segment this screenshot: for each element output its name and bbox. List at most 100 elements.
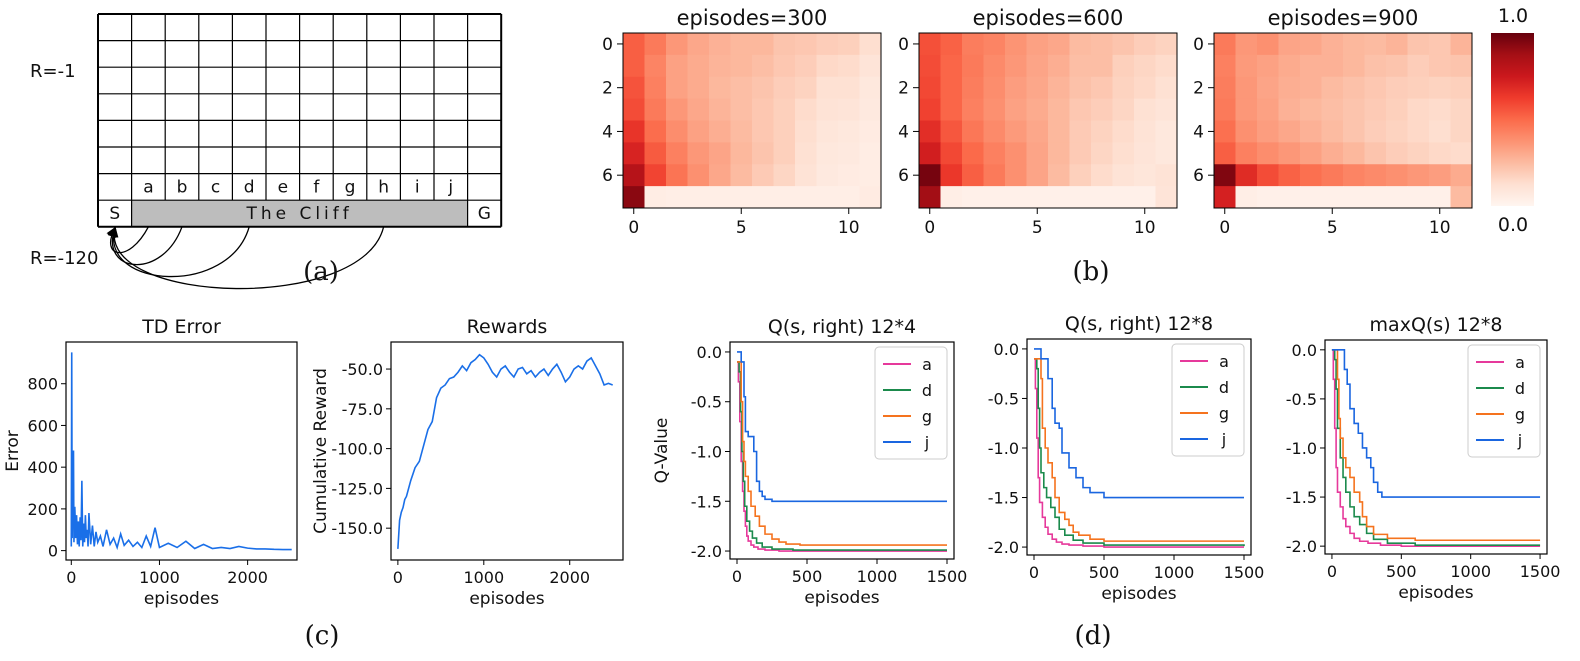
heatmap-cell (1364, 164, 1387, 187)
heatmap-cell (795, 186, 817, 209)
series-line-j (1034, 348, 1244, 499)
heatmap-cell (1134, 98, 1156, 121)
line-chart-2: Rewards 0 1000 2000 -50.0 -75.0 -100.0 -125.0 -1… (311, 316, 624, 609)
chart-title: maxQ(s) 12*8 (1370, 314, 1503, 336)
heatmap-cell (1386, 98, 1408, 121)
heatmap-cell (687, 186, 710, 209)
heatmap-cell (1155, 76, 1178, 100)
heatmap-cell (752, 98, 774, 121)
heatmap-cell (1214, 120, 1236, 143)
heatmap-cell (859, 164, 882, 187)
heatmap-cell (940, 98, 963, 121)
heatmap-cell (709, 76, 731, 100)
heatmap-cell (1386, 142, 1408, 165)
y-tick-label: -2.0 (691, 542, 722, 561)
plot-frame (65, 341, 298, 561)
heatmap-cell (1278, 164, 1301, 187)
y-tick-label: 0 (48, 542, 58, 561)
y-tick-label: -0.5 (1286, 390, 1317, 409)
heatmap-cell (1321, 76, 1344, 100)
heatmap-cell (709, 186, 731, 209)
heatmap-cell (1300, 54, 1322, 78)
y-tick-label: -2.0 (988, 538, 1019, 557)
heatmap-cell (838, 98, 860, 121)
heatmap-cell (983, 164, 1006, 187)
heatmap-cell (1386, 164, 1408, 187)
heatmap-cell (795, 76, 817, 100)
x-tick-label: 1000 (1154, 563, 1195, 582)
y-tick-label: 400 (27, 458, 58, 477)
heatmap-cell (1005, 54, 1027, 78)
heatmap-cell (1134, 164, 1156, 187)
y-tick-label: 200 (27, 500, 58, 519)
heatmap-cell (1069, 54, 1092, 78)
heatmap-cell (1112, 76, 1135, 100)
cliff-label: The Cliff (245, 204, 352, 224)
heatmap-cell (752, 186, 774, 209)
plot-frame (390, 341, 624, 561)
y-tick-label: 4 (602, 122, 613, 142)
heatmap-cell (1091, 33, 1113, 56)
heatmap-cell (1429, 164, 1451, 187)
heatmap-cell (859, 54, 882, 78)
heatmap-cell (623, 186, 645, 209)
heatmap-cell (623, 76, 645, 100)
heatmap-cell (1429, 186, 1451, 209)
heatmap-cell (983, 54, 1006, 78)
heatmap-cell (1450, 142, 1473, 165)
line-chart-3: Q(s, right) 12*4 0 500 1000 1500 0.0 -0.5 -1.0 -… (652, 316, 967, 608)
x-tick-label: 1500 (927, 567, 968, 586)
heatmap-cell (816, 98, 839, 121)
heatmap-cell (1005, 120, 1027, 143)
heatmap-cell (1091, 76, 1113, 100)
heatmap-cell (919, 54, 941, 78)
heatmap-cell (1407, 76, 1430, 100)
series-line-g (1034, 358, 1244, 542)
heatmap-1: episodes=300 0 5 10 0 2 4 6 (602, 6, 882, 238)
y-tick-label: -1.0 (1286, 439, 1317, 458)
heatmap-cell (919, 33, 941, 56)
y-tick-label: 2 (898, 79, 909, 99)
y-tick-label: 800 (27, 375, 58, 394)
heatmap-cell (1214, 76, 1236, 100)
legend-box (1467, 344, 1541, 458)
series-line-d (737, 361, 947, 551)
heatmap-cell (1026, 33, 1049, 56)
heatmap-cell (1235, 76, 1258, 100)
x-tick-label: 0 (924, 218, 935, 238)
heatmap-cell (1343, 120, 1365, 143)
heatmap-cell (1134, 120, 1156, 143)
heatmap-cell (1278, 142, 1301, 165)
heatmap-cell (1364, 33, 1387, 56)
heatmap-cell (1069, 120, 1092, 143)
series-line-a (737, 361, 947, 552)
heatmap-cell (1026, 186, 1049, 209)
heatmap-cell (940, 54, 963, 78)
heatmap-cell (1386, 186, 1408, 209)
heatmap-cell (1450, 120, 1473, 143)
heatmap-cell (859, 76, 882, 100)
x-tick-label: 0 (732, 567, 742, 586)
heatmap-frame (622, 32, 882, 209)
heatmap-cell (687, 33, 710, 56)
heatmap-cell (1257, 142, 1279, 165)
heatmap-cell (687, 120, 710, 143)
heatmap-cell (940, 76, 963, 100)
heatmap-cell (859, 33, 882, 56)
heatmap-cell (623, 33, 645, 56)
y-tick-label: 0.0 (697, 343, 722, 362)
heatmap-cell (1343, 164, 1365, 187)
heatmap-cell (1069, 142, 1092, 165)
heatmap-cell (1300, 142, 1322, 165)
heatmap-cell (1112, 186, 1135, 209)
heatmap-cell (1091, 186, 1113, 209)
x-tick-label: 1500 (1224, 563, 1265, 582)
chart-title: TD Error (141, 316, 221, 338)
heatmap-cell (940, 142, 963, 165)
state-label-h: h (378, 178, 389, 198)
heatmap-cell (1300, 33, 1322, 56)
heatmap-cell (644, 120, 667, 143)
heatmap-cell (962, 142, 984, 165)
heatmap-cell (1091, 142, 1113, 165)
